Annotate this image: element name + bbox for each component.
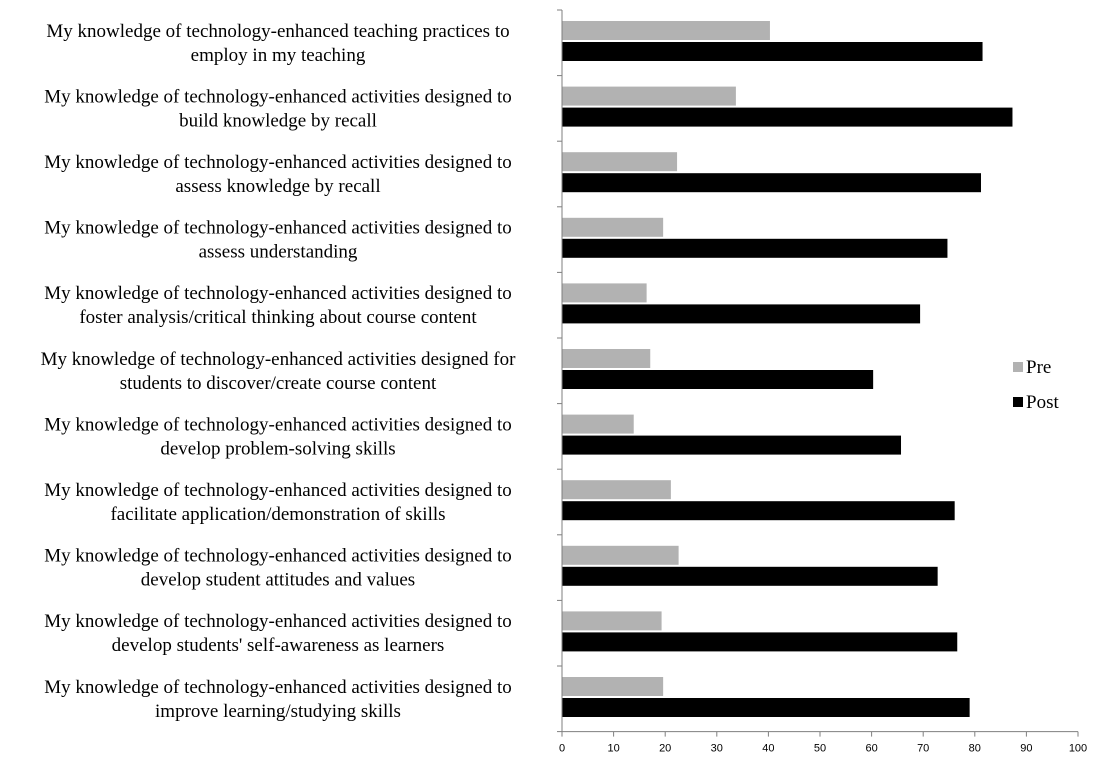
axes-group	[557, 9, 1078, 733]
category-label-line: students to discover/create course conte…	[120, 373, 437, 394]
x-tick-label: 20	[659, 743, 671, 755]
x-tick-label: 30	[711, 743, 723, 755]
x-tick-label: 40	[762, 743, 774, 755]
legend-label-pre: Pre	[1026, 357, 1051, 378]
category-label: My knowledge of technology-enhanced acti…	[44, 480, 511, 525]
category-label-line: My knowledge of technology-enhanced acti…	[44, 86, 511, 107]
bar-pre-7	[562, 414, 634, 434]
category-label: My knowledge of technology-enhanced acti…	[44, 677, 511, 722]
category-label-line: build knowledge by recall	[179, 110, 377, 131]
x-tick-label: 50	[814, 743, 826, 755]
category-label: My knowledge of technology-enhanced acti…	[44, 414, 511, 459]
category-label-line: My knowledge of technology-enhanced acti…	[44, 152, 511, 173]
x-tick-label: 60	[865, 743, 877, 755]
category-label-line: My knowledge of technology-enhanced acti…	[44, 611, 511, 632]
bar-post-1	[562, 42, 983, 61]
category-label-line: improve learning/studying skills	[155, 701, 401, 722]
legend-label-post: Post	[1026, 392, 1059, 413]
category-label-line: My knowledge of technology-enhanced acti…	[44, 677, 511, 698]
bar-post-6	[562, 370, 874, 389]
bar-post-4	[562, 238, 948, 258]
category-label: My knowledge of technology-enhanced acti…	[44, 152, 511, 197]
x-tick-label: 10	[607, 743, 619, 755]
bar-post-5	[562, 304, 921, 324]
category-label-line: My knowledge of technology-enhanced acti…	[41, 349, 517, 370]
bar-pre-2	[562, 86, 736, 106]
legend-swatch-post	[1013, 397, 1023, 407]
category-label-line: assess knowledge by recall	[175, 176, 380, 197]
category-label-line: My knowledge of technology-enhanced acti…	[44, 283, 511, 304]
category-label-line: facilitate application/demonstration of …	[110, 504, 445, 525]
category-label: My knowledge of technology-enhanced acti…	[44, 546, 511, 591]
category-label-line: assess understanding	[199, 242, 358, 263]
x-tick-labels: 0 10 20 30 40 50 60 70 80 90 100	[559, 731, 1087, 755]
category-label-line: My knowledge of technology-enhanced acti…	[44, 480, 511, 501]
legend-swatch-pre	[1013, 362, 1023, 372]
category-label: My knowledge of technology-enhanced acti…	[41, 349, 517, 394]
bar-post-11	[562, 698, 970, 717]
bar-pre-1	[562, 21, 770, 40]
category-label-line: My knowledge of technology-enhanced acti…	[44, 414, 511, 435]
bar-post-9	[562, 566, 938, 586]
category-label-line: My knowledge of technology-enhanced teac…	[46, 21, 509, 42]
category-label-line: develop problem-solving skills	[160, 438, 395, 459]
category-label-line: My knowledge of technology-enhanced acti…	[44, 546, 511, 567]
category-label-line: foster analysis/critical thinking about …	[79, 307, 477, 328]
x-tick-label: 0	[559, 743, 565, 755]
bar-pre-10	[562, 611, 662, 631]
bars-group	[562, 21, 1013, 717]
bar-pre-6	[562, 349, 651, 368]
category-label-line: employ in my teaching	[191, 45, 366, 66]
bar-pre-11	[562, 677, 664, 696]
bar-post-10	[562, 632, 958, 652]
category-label-line: develop student attitudes and values	[141, 570, 415, 591]
category-label: My knowledge of technology-enhanced teac…	[46, 21, 509, 66]
x-tick-label: 80	[969, 743, 981, 755]
x-tick-label: 90	[1020, 743, 1032, 755]
bar-pre-5	[562, 283, 647, 303]
bar-post-7	[562, 435, 902, 455]
category-label: My knowledge of technology-enhanced acti…	[44, 86, 511, 131]
category-label: My knowledge of technology-enhanced acti…	[44, 611, 511, 656]
category-label-line: develop students' self-awareness as lear…	[112, 635, 445, 656]
bar-pre-9	[562, 545, 679, 565]
bar-post-3	[562, 173, 981, 193]
bar-post-2	[562, 107, 1013, 127]
x-tick-label: 100	[1069, 743, 1087, 755]
legend: Pre Post	[1013, 357, 1059, 413]
category-label-line: My knowledge of technology-enhanced acti…	[44, 218, 511, 239]
bar-pre-4	[562, 217, 664, 237]
category-label: My knowledge of technology-enhanced acti…	[44, 283, 511, 328]
bar-pre-8	[562, 480, 671, 500]
bar-pre-3	[562, 152, 678, 172]
bar-post-8	[562, 501, 955, 521]
category-labels: My knowledge of technology-enhanced teac…	[41, 21, 517, 722]
category-label: My knowledge of technology-enhanced acti…	[44, 218, 511, 263]
x-tick-label: 70	[917, 743, 929, 755]
